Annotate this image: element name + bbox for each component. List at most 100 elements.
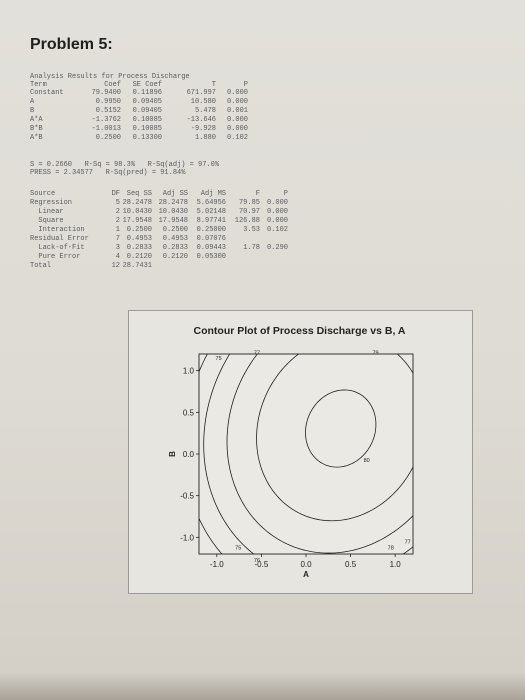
coef-table-cell: 0.09405 — [132, 98, 162, 106]
coef-table-cell: A*B — [30, 134, 43, 142]
contour-labels: 75 77 79 80 77 78 75 76 — [216, 350, 411, 563]
anova-table-cell: Regression — [30, 199, 73, 207]
problem-title: Problem 5: — [30, 36, 113, 53]
anova-table-cell: 0.05300 — [196, 253, 226, 261]
anova-table-cell: 0.000 — [266, 217, 288, 225]
coef-table-cell: 0.5152 — [95, 107, 121, 115]
contour-line-80 — [305, 389, 377, 468]
contour-line-79 — [256, 354, 413, 522]
coef-header-cell: P — [243, 81, 248, 89]
anova-table-cell: 28.7431 — [122, 262, 152, 270]
y-tick-label: 0.5 — [183, 408, 195, 417]
anova-table-cell: 0.290 — [266, 244, 288, 252]
contour-line-77 — [203, 354, 413, 554]
anova-table-cell: Interaction — [30, 226, 85, 234]
coef-table-cell: B*B — [30, 125, 43, 133]
coef-table-cell: 0.11896 — [132, 89, 162, 97]
x-tick-label: -0.5 — [255, 560, 269, 569]
anova-table-cell: 0.2833 — [162, 244, 188, 252]
anova-table-cell: 8.97741 — [196, 217, 226, 225]
coef-header-cell: T — [211, 81, 216, 89]
anova-table-cell: 5 — [115, 199, 120, 207]
anova-table-cell: 2 — [115, 217, 120, 225]
contour-label: 77 — [405, 540, 411, 546]
coef-header-cell: Coef — [104, 81, 121, 89]
anova-table-cell: Lack-of-Fit — [30, 244, 85, 252]
anova-table-cell: 0.09443 — [196, 244, 226, 252]
anova-table-cell: 0.000 — [266, 208, 288, 216]
anova-table-cell: 17.9548 — [158, 217, 188, 225]
x-tick-label: 0.0 — [300, 560, 312, 569]
x-tick-label: 0.5 — [345, 560, 357, 569]
coef-table-cell: -1.0013 — [91, 125, 121, 133]
coef-table-cell: 0.10085 — [132, 125, 162, 133]
coef-table-cell: -9.928 — [190, 125, 216, 133]
anova-table-cell: 0.4953 — [162, 235, 188, 243]
coef-table-cell: B — [30, 107, 35, 115]
anova-table-cell: 1 — [115, 226, 120, 234]
coef-table-cell: A — [30, 98, 35, 106]
anova-table-cell: 10.0430 — [122, 208, 152, 216]
model-summary-line-2: PRESS = 2.34577 R-Sq(pred) = 91.84% — [30, 169, 186, 177]
anova-table-cell: Residual Error — [30, 235, 89, 243]
analysis-heading: Analysis Results for Process Discharge — [30, 73, 190, 81]
anova-table-cell: 0.2120 — [126, 253, 152, 261]
coef-header-cell: SE Coef — [132, 81, 162, 89]
contour-label: 79 — [372, 350, 378, 356]
y-tick-label: -1.0 — [180, 533, 194, 542]
coef-table-cell: 0.13300 — [132, 134, 162, 142]
y-tick-label: 1.0 — [183, 367, 195, 376]
coef-table-cell: -13.646 — [186, 116, 216, 124]
coef-table-cell: 0.2500 — [95, 134, 121, 142]
anova-table-cell: 0.2500 — [162, 226, 188, 234]
coef-table-cell: 0.000 — [226, 98, 248, 106]
contour-label: 80 — [364, 458, 370, 464]
anova-table-cell: 28.2478 — [122, 199, 152, 207]
anova-table-cell: 5.64956 — [196, 199, 226, 207]
anova-table-cell: 79.85 — [238, 199, 260, 207]
anova-table-cell: 7 — [115, 235, 120, 243]
anova-header-cell: F — [255, 190, 260, 198]
axes: -1.0 -0.5 0.0 0.5 1.0 1.0 0.5 0.0 -0.5 -1.0 A B — [168, 367, 401, 579]
anova-table-cell: 0.2500 — [126, 226, 152, 234]
contour-lines — [199, 354, 413, 554]
coef-header-cell: Term — [30, 81, 47, 89]
anova-table-cell: 5.02148 — [196, 208, 226, 216]
anova-table-cell: 0.25000 — [196, 226, 226, 234]
contour-label: 75 — [235, 545, 241, 551]
coef-table-cell: 79.9400 — [91, 89, 121, 97]
coef-table-cell: 0.102 — [226, 134, 248, 142]
coef-table-cell: 5.478 — [194, 107, 216, 115]
coef-table-cell: 0.10085 — [132, 116, 162, 124]
anova-table-cell: 0.2120 — [162, 253, 188, 261]
contour-label: 78 — [388, 545, 394, 551]
page-shadow — [0, 672, 525, 700]
coef-table-cell: 0.001 — [226, 107, 248, 115]
anova-header-cell: Adj MS — [200, 190, 226, 198]
coef-table-cell: 0.000 — [226, 125, 248, 133]
model-summary-line-1: S = 0.2660 R-Sq = 98.3% R-Sq(adj) = 97.0… — [30, 161, 220, 169]
anova-table-cell: 10.0430 — [158, 208, 188, 216]
anova-table-cell: 0.07076 — [196, 235, 226, 243]
coef-table-cell: A*A — [30, 116, 43, 124]
anova-table-cell: 1.78 — [243, 244, 260, 252]
x-tick-label: -1.0 — [210, 560, 224, 569]
y-tick-label: 0.0 — [183, 450, 195, 459]
x-axis-label: A — [303, 570, 309, 579]
anova-table-cell: 4 — [115, 253, 120, 261]
anova-table-cell: 70.97 — [238, 208, 260, 216]
contour-label: 75 — [216, 356, 222, 362]
anova-table-cell: 2 — [115, 208, 120, 216]
coef-table-cell: 0.000 — [226, 89, 248, 97]
anova-table-cell: Pure Error — [30, 253, 81, 261]
anova-header-cell: Seq SS — [126, 190, 152, 198]
anova-table-cell: 0.000 — [266, 199, 288, 207]
anova-table-cell: 12 — [111, 262, 120, 270]
coef-table-cell: 0.9950 — [95, 98, 121, 106]
coef-table-cell: 10.580 — [190, 98, 216, 106]
anova-table-cell: 3.53 — [243, 226, 260, 234]
contour-label: 77 — [254, 350, 260, 356]
anova-table-cell: Linear — [30, 208, 64, 216]
contour-line-78 — [226, 354, 413, 554]
